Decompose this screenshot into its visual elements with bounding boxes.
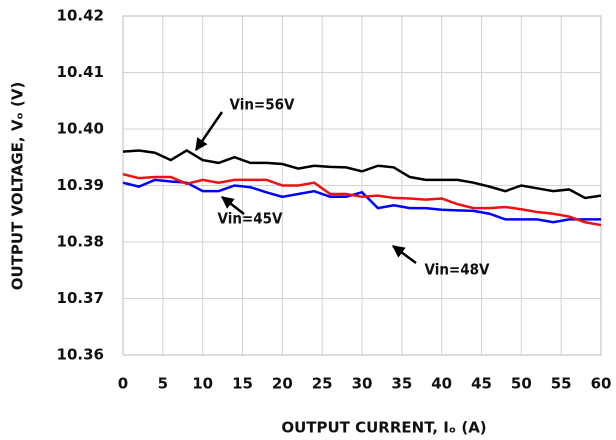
x-tick-label: 40: [431, 375, 452, 393]
series-line: [122, 178, 601, 224]
x-tick-label: 15: [232, 375, 253, 393]
x-tick-label: 0: [118, 375, 128, 393]
annotation-arrow: [221, 196, 245, 215]
x-tick-label: 35: [391, 375, 412, 393]
annotation-arrow: [194, 111, 224, 152]
annotation-label: Vin=48V: [425, 261, 490, 279]
x-tick-label: 10: [192, 375, 213, 393]
y-tick-label: 10.39: [57, 176, 104, 194]
series-line: [122, 149, 602, 200]
x-tick-label: 20: [272, 375, 293, 393]
y-axis-title: OUTPUT VOLTAGE, Vₒ (V): [9, 82, 27, 291]
y-tick-label: 10.41: [57, 63, 104, 81]
x-tick-label: 55: [551, 375, 572, 393]
y-tick-label: 10.37: [57, 289, 104, 307]
x-tick-label: 5: [158, 375, 168, 393]
y-tick-label: 10.40: [57, 120, 104, 138]
y-tick-label: 10.38: [57, 233, 104, 251]
x-tick-label: 60: [591, 375, 612, 393]
series-line: [122, 172, 602, 227]
x-tick-label: 45: [471, 375, 492, 393]
annotation-label: Vin=45V: [218, 210, 283, 228]
y-tick-label: 10.42: [57, 7, 104, 25]
x-tick-label: 50: [511, 375, 532, 393]
x-tick-label: 25: [312, 375, 333, 393]
x-axis-title: OUTPUT CURRENT, Iₒ (A): [281, 419, 486, 437]
annotation-label: Vin=56V: [230, 96, 295, 114]
annotation-arrow: [391, 244, 417, 265]
x-tick-label: 30: [352, 375, 373, 393]
plot-frame: [122, 15, 602, 356]
y-tick-label: 10.36: [57, 346, 104, 364]
